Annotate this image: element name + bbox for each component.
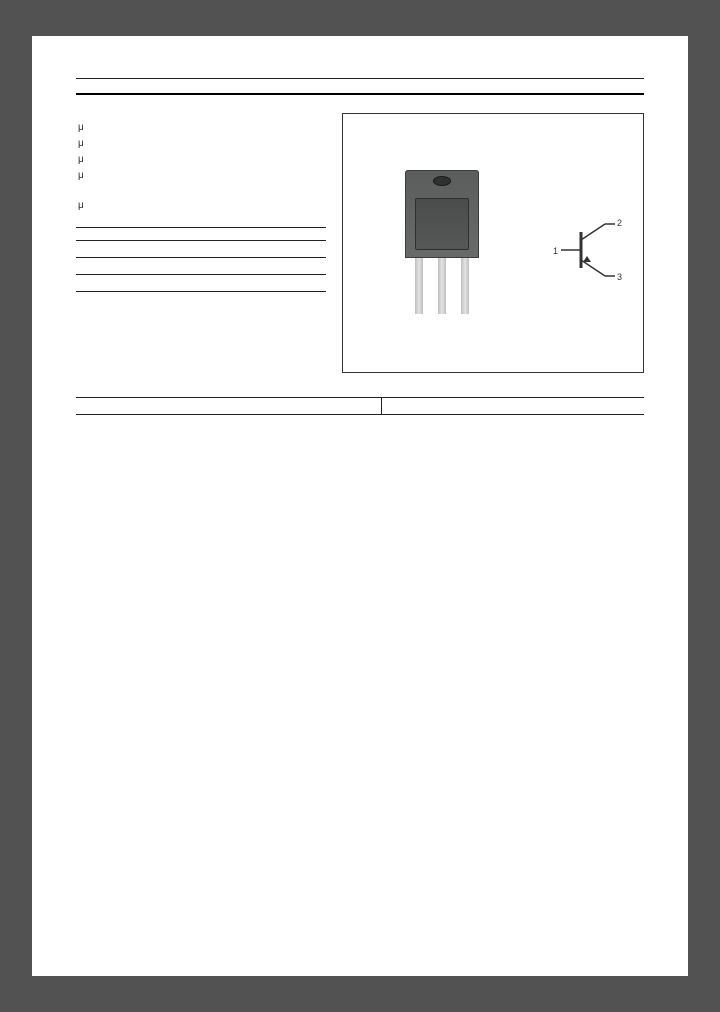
figure-box: 1 2 3: [342, 113, 644, 373]
description-item: [78, 167, 326, 183]
pin-number: [76, 275, 136, 292]
symbol-label-emitter: 3: [617, 272, 622, 282]
ratings-header-row: [76, 398, 644, 415]
mounting-hole-icon: [433, 176, 451, 186]
pin-row: [76, 275, 326, 292]
pin-label-row: [405, 314, 479, 316]
pinning-table: [76, 227, 326, 292]
package-body: [405, 170, 479, 258]
desc-col-header: [136, 228, 326, 241]
package-outline: [405, 170, 479, 316]
package-die: [415, 198, 469, 250]
pin-desc: [136, 241, 326, 258]
pin-number: [76, 258, 136, 275]
symbol-label-collector: 2: [617, 218, 622, 228]
title-bar: [76, 79, 644, 95]
lead-icon: [438, 258, 446, 314]
col-unit: [558, 398, 644, 415]
col-symbol: [76, 398, 162, 415]
datasheet-page: 1 2 3: [32, 36, 688, 976]
ratings-table: [76, 397, 644, 415]
lead-icon: [461, 258, 469, 314]
description-item: [78, 135, 326, 151]
col-value: [471, 398, 557, 415]
description-list: [76, 119, 326, 183]
transistor-symbol-icon: 1 2 3: [553, 202, 623, 298]
pin-row: [76, 241, 326, 258]
col-conditions: [382, 398, 472, 415]
page-header: [76, 72, 644, 79]
description-item: [78, 151, 326, 167]
pin-number: [76, 241, 136, 258]
pin-row: [76, 258, 326, 275]
left-column: [76, 113, 326, 373]
col-parameter: [162, 398, 381, 415]
upper-section: 1 2 3: [76, 113, 644, 373]
pin-col-header: [76, 228, 136, 241]
symbol-label-base: 1: [553, 246, 558, 256]
lead-icon: [415, 258, 423, 314]
pin-desc: [136, 258, 326, 275]
right-column: 1 2 3: [342, 113, 644, 373]
description-item: [78, 119, 326, 135]
applications-list: [76, 197, 326, 213]
applications-item: [78, 197, 326, 213]
pin-desc: [136, 275, 326, 292]
package-pins: [405, 258, 479, 314]
